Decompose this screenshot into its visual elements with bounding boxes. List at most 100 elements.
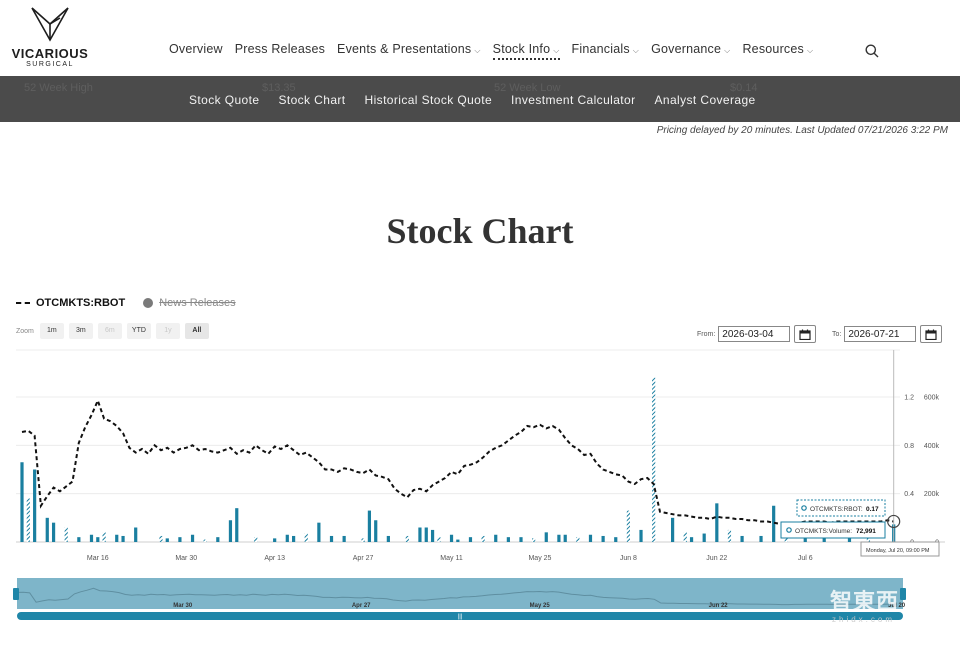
subnav-item-investment-calculator[interactable]: Investment Calculator bbox=[511, 93, 636, 107]
nav-item-governance[interactable]: Governance ⌵ bbox=[651, 42, 730, 60]
x-tick-label: Jun 8 bbox=[620, 555, 637, 562]
range-to: To: bbox=[832, 325, 943, 343]
calendar-icon bbox=[799, 329, 811, 340]
volume-bar bbox=[456, 539, 460, 542]
volume-bar bbox=[235, 508, 239, 542]
nav-item-events-presentations[interactable]: Events & Presentations ⌵ bbox=[337, 42, 481, 60]
volume-bar bbox=[159, 535, 163, 542]
volume-bar bbox=[254, 537, 258, 542]
nav-item-stock-info[interactable]: Stock Info ⌵ bbox=[492, 42, 560, 60]
navigator-line bbox=[16, 587, 897, 606]
volume-bar bbox=[759, 535, 763, 542]
navigator-left-handle bbox=[13, 588, 19, 600]
subnav-item-stock-chart[interactable]: Stock Chart bbox=[278, 93, 346, 107]
tooltip-volume-label: OTCMKTS:Volume: bbox=[795, 528, 852, 535]
volume-bar bbox=[285, 534, 289, 542]
brand-tagline: SURGICAL bbox=[26, 61, 74, 68]
nav-item-financials[interactable]: Financials ⌵ bbox=[572, 42, 640, 60]
logo-mark-icon bbox=[31, 7, 69, 42]
chevron-down-icon: ⌵ bbox=[632, 46, 640, 55]
volume-bar bbox=[506, 537, 510, 542]
top-navigation: VICARIOUS SURGICAL Overview Press Release… bbox=[0, 0, 960, 76]
navigator-right-handle bbox=[900, 588, 906, 600]
price-tick-label: 0.4 bbox=[904, 491, 914, 498]
volume-tick-label: 600k bbox=[924, 395, 940, 402]
price-line bbox=[21, 397, 894, 525]
nav-item-press-releases[interactable]: Press Releases bbox=[235, 42, 325, 60]
volume-bar bbox=[216, 537, 220, 542]
search-icon[interactable] bbox=[865, 44, 879, 58]
volume-bar bbox=[671, 517, 675, 542]
volume-bar bbox=[89, 534, 94, 542]
pricing-note: Pricing delayed by 20 minutes. Last Upda… bbox=[656, 125, 948, 136]
from-date-input[interactable] bbox=[718, 326, 791, 342]
zoom-button-6m: 6m bbox=[97, 323, 122, 339]
volume-bar bbox=[563, 534, 567, 542]
nav-item-overview[interactable]: Overview bbox=[169, 42, 223, 60]
navigator-scrollbar bbox=[17, 612, 903, 620]
ghost-52-week-high-label: 52 Week High bbox=[24, 82, 93, 94]
stock-chart[interactable]: Mar 16 Mar 30 Apr 13 Apr 27 May 11 May 25 Jun … bbox=[0, 345, 960, 630]
price-tooltip: OTCMKTS:RBOT: 0.17 bbox=[796, 499, 886, 517]
tooltip-box bbox=[860, 541, 940, 557]
zoom-controls: Zoom 1m 3m 6m YTD 1y All bbox=[16, 323, 214, 339]
volume-bar bbox=[601, 535, 605, 542]
volume-bar bbox=[424, 527, 428, 542]
x-tick-label: Jun 22 bbox=[706, 555, 727, 562]
chart-legend: OTCMKTS:RBOT News Releases bbox=[16, 297, 236, 309]
volume-tick-label: 200k bbox=[924, 491, 940, 498]
volume-bar bbox=[702, 533, 706, 542]
subnav-item-historical-stock-quote[interactable]: Historical Stock Quote bbox=[364, 93, 493, 107]
volume-bar bbox=[468, 537, 473, 542]
to-calendar-button[interactable] bbox=[920, 325, 943, 343]
volume-bar bbox=[557, 534, 561, 542]
price-tick-label: 0.8 bbox=[904, 443, 914, 450]
to-date-input[interactable] bbox=[844, 326, 917, 342]
volume-bar bbox=[532, 538, 536, 542]
volume-bar bbox=[772, 505, 776, 542]
subnav-item-analyst-coverage[interactable]: Analyst Coverage bbox=[654, 93, 756, 107]
zoom-button-all[interactable]: All bbox=[184, 323, 209, 339]
vicarious-logo[interactable]: VICARIOUS SURGICAL bbox=[10, 4, 92, 72]
page-title: Stock Chart bbox=[386, 211, 574, 251]
volume-bar bbox=[292, 535, 296, 542]
volume-bar bbox=[165, 538, 169, 542]
x-tick-label: Apr 27 bbox=[353, 555, 374, 562]
x-tick-label: May 11 bbox=[440, 555, 463, 562]
x-tick-label: Mar 30 bbox=[175, 555, 197, 562]
zoom-button-ytd[interactable]: YTD bbox=[126, 323, 151, 339]
volume-bar bbox=[639, 529, 643, 542]
volume-bar bbox=[304, 533, 308, 542]
volume-bar bbox=[519, 537, 523, 542]
volume-bar bbox=[544, 532, 548, 542]
tooltip-dot-icon bbox=[786, 527, 792, 533]
range-from: From: bbox=[697, 325, 817, 343]
zoom-button-3m[interactable]: 3m bbox=[68, 323, 93, 339]
nav-item-resources[interactable]: Resources ⌵ bbox=[742, 42, 813, 60]
legend-price-series[interactable]: OTCMKTS:RBOT bbox=[36, 297, 126, 309]
volume-bar bbox=[405, 535, 409, 542]
x-tick-label: Mar 16 bbox=[87, 555, 109, 562]
volume-bar bbox=[386, 535, 390, 542]
volume-bar bbox=[121, 535, 125, 542]
legend-price-swatch bbox=[16, 302, 30, 304]
ghost-52-week-high-value: $13.35 bbox=[262, 82, 296, 94]
volume-bar bbox=[134, 527, 138, 542]
zoom-button-1m[interactable]: 1m bbox=[39, 323, 64, 339]
navigator-label: May 25 bbox=[530, 603, 551, 609]
date-tooltip: Monday, Jul 20, 09:00 PM bbox=[860, 541, 940, 557]
legend-news-swatch bbox=[143, 298, 154, 308]
subnav-item-stock-quote[interactable]: Stock Quote bbox=[189, 93, 260, 107]
legend-news-series[interactable]: News Releases bbox=[159, 297, 236, 309]
stock-info-subnav: 52 Week High $13.35 52 Week Low $0.14 St… bbox=[0, 76, 960, 122]
volume-bar bbox=[374, 520, 378, 542]
from-label: From: bbox=[697, 330, 716, 338]
volume-bar bbox=[576, 537, 580, 542]
volume-bar bbox=[190, 534, 195, 542]
volume-bar bbox=[727, 529, 732, 542]
chevron-down-icon: ⌵ bbox=[553, 46, 560, 55]
watermark: 智東西 bbox=[830, 589, 900, 614]
calendar-icon bbox=[925, 329, 937, 340]
from-calendar-button[interactable] bbox=[794, 325, 817, 343]
scrollbar-grip-icon: ||| bbox=[458, 614, 463, 620]
